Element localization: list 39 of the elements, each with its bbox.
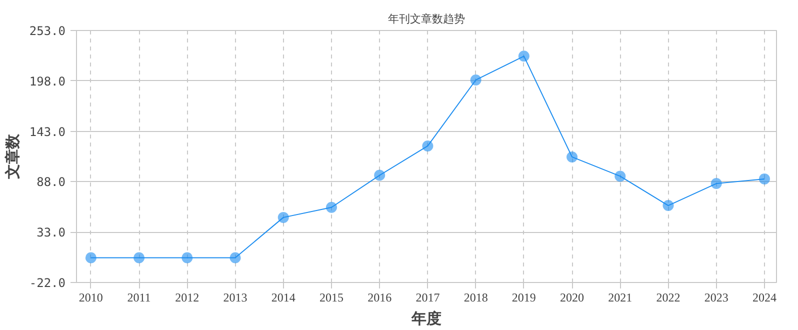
x-tick-label: 2022 <box>656 290 680 304</box>
point <box>85 252 96 264</box>
x-tick-label: 2021 <box>608 290 632 304</box>
point <box>662 200 674 212</box>
x-tick-label: 2019 <box>512 290 536 304</box>
y-tick-label: 143.0 <box>29 124 66 139</box>
point <box>710 178 722 190</box>
x-tick-label: 2017 <box>416 290 440 304</box>
y-tick-label: -22.0 <box>29 276 66 290</box>
x-tick-label: 2018 <box>464 290 488 304</box>
y-tick-label: 253.0 <box>29 24 66 38</box>
x-tick-label: 2023 <box>704 290 728 304</box>
point <box>566 151 578 162</box>
point <box>134 252 145 264</box>
x-tick-label: 2010 <box>78 290 103 304</box>
y-axis-title: 文章数 <box>3 133 22 180</box>
point <box>374 170 386 181</box>
x-axis-title: 年度 <box>410 310 442 328</box>
x-tick-label: 2013 <box>223 290 248 304</box>
y-tick-label: 198.0 <box>29 74 66 88</box>
point <box>470 74 482 86</box>
x-tick-label: 2011 <box>127 290 151 304</box>
point <box>422 140 434 152</box>
chart-title: 年刊文章数趋势 <box>388 12 465 26</box>
x-tick-label: 2020 <box>560 290 584 304</box>
x-tick-label: 2012 <box>175 290 200 304</box>
point <box>614 170 626 182</box>
point <box>182 252 193 264</box>
point <box>230 252 241 264</box>
y-tick-label: 33.0 <box>36 226 66 240</box>
point <box>278 212 289 223</box>
x-tick-label: 2014 <box>271 290 296 304</box>
y-tick-label: 88.0 <box>36 175 66 190</box>
x-tick-label: 2015 <box>319 290 344 304</box>
point <box>758 173 770 184</box>
point <box>518 50 530 62</box>
point <box>326 202 337 213</box>
x-tick-label: 2016 <box>368 290 392 304</box>
x-tick-label: 2024 <box>752 290 776 304</box>
